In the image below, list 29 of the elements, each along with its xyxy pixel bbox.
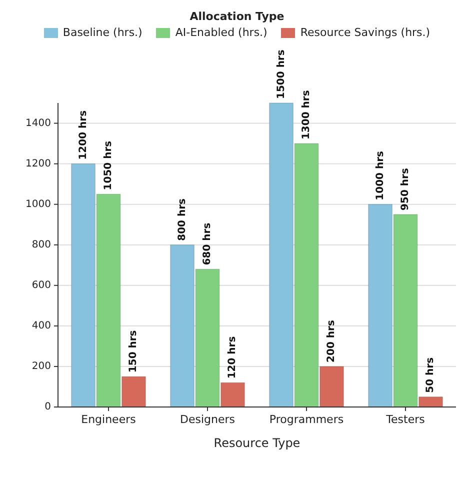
data-label: 950 hrs bbox=[400, 168, 412, 210]
data-label: 800 hrs bbox=[176, 198, 188, 241]
legend-label: Baseline (hrs.) bbox=[62, 26, 142, 39]
data-label: 680 hrs bbox=[202, 222, 213, 266]
data-label: 150 hrs bbox=[128, 330, 140, 373]
y-tick-label: 1400 bbox=[26, 118, 51, 129]
x-tick-label: Engineers bbox=[81, 413, 136, 426]
data-label: 1200 hrs bbox=[78, 110, 89, 160]
data-label: 1000 hrs bbox=[374, 150, 386, 200]
y-tick-label: 0 bbox=[44, 402, 51, 412]
y-tick-label: 1000 bbox=[26, 198, 51, 210]
y-tick-label: 400 bbox=[32, 320, 51, 332]
x-axis-title: Resource Type bbox=[214, 436, 300, 450]
data-label: 1050 hrs bbox=[102, 140, 114, 190]
y-tick-label: 600 bbox=[32, 280, 51, 291]
x-tick-label: Designers bbox=[180, 413, 236, 426]
x-tick-label: Programmers bbox=[269, 413, 344, 426]
legend-label: AI-Enabled (hrs.) bbox=[175, 26, 268, 39]
legend-label: Resource Savings (hrs.) bbox=[300, 26, 430, 39]
y-tick-label: 1200 bbox=[26, 158, 51, 170]
y-tick-label: 800 bbox=[32, 239, 51, 250]
y-tick-label: 200 bbox=[32, 360, 51, 372]
data-label: 120 hrs bbox=[227, 336, 238, 379]
data-label: 200 hrs bbox=[326, 320, 338, 362]
data-label: 50 hrs bbox=[425, 357, 436, 393]
legend-title: Allocation Type bbox=[190, 10, 284, 23]
data-label: 1300 hrs bbox=[301, 90, 312, 140]
x-tick-label: Testers bbox=[385, 413, 426, 426]
data-label: 1500 hrs bbox=[276, 50, 287, 99]
